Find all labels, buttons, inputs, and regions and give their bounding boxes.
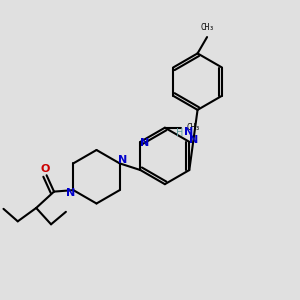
Text: O: O [40,164,50,174]
Text: N: N [184,127,193,136]
Text: N: N [66,188,75,197]
Text: H: H [176,128,184,137]
Text: N: N [189,135,198,145]
Text: N: N [118,155,127,165]
Text: N: N [140,138,149,148]
Text: CH₃: CH₃ [200,23,214,32]
Text: CH₃: CH₃ [187,123,200,132]
